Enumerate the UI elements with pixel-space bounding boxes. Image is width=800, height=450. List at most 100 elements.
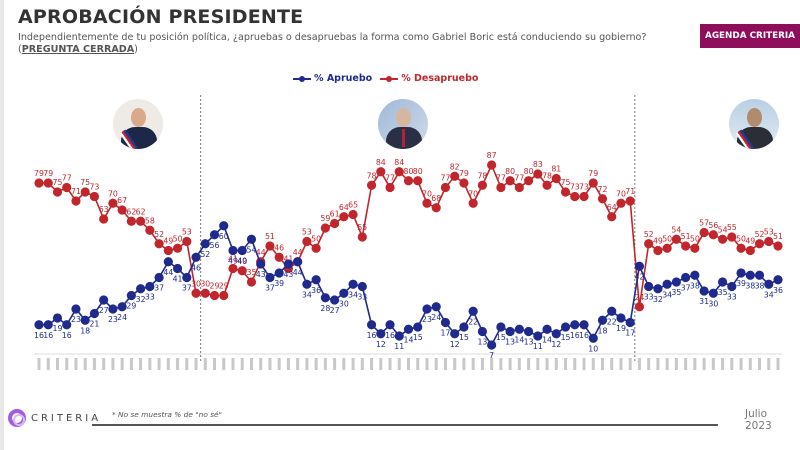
x-tick-label xyxy=(231,358,235,370)
approve-point xyxy=(80,315,90,325)
agenda-criteria-button[interactable]: AGENDA CRITERIA xyxy=(700,24,800,48)
x-tick-label xyxy=(508,358,512,370)
approve-data-label: 15 xyxy=(413,333,423,342)
approve-point xyxy=(209,230,220,240)
approve-point xyxy=(542,324,552,334)
x-tick-label xyxy=(674,358,678,370)
approve-point xyxy=(570,320,580,330)
disapprove-data-label: 29 xyxy=(219,282,229,291)
disapprove-point xyxy=(403,176,414,186)
approve-data-label: 16 xyxy=(62,331,72,340)
approve-data-label: 17 xyxy=(440,329,450,338)
disapprove-point xyxy=(644,239,654,249)
disapprove-data-label: 78 xyxy=(367,171,377,180)
approve-point xyxy=(607,306,617,316)
disapprove-point xyxy=(237,266,247,276)
x-tick-label xyxy=(305,358,309,370)
approve-point xyxy=(62,320,72,330)
disapprove-point xyxy=(717,234,728,244)
disapprove-data-label: 54 xyxy=(718,225,728,234)
approve-data-label: 44 xyxy=(293,268,303,277)
x-tick-label xyxy=(129,358,133,370)
disapprove-point xyxy=(671,234,681,244)
x-tick-label xyxy=(748,358,752,370)
x-tick-label xyxy=(351,358,355,370)
disapprove-point xyxy=(745,245,755,256)
approve-data-label: 33 xyxy=(145,293,155,302)
approve-point xyxy=(616,313,626,323)
approve-data-label: 60 xyxy=(219,232,229,241)
disapprove-data-label: 73 xyxy=(89,183,99,192)
approve-point xyxy=(136,284,146,294)
disapprove-data-label: 78 xyxy=(542,171,552,180)
disapprove-data-label: 50 xyxy=(736,234,746,243)
disapprove-data-label: 70 xyxy=(108,189,118,198)
disapprove-data-label: 50 xyxy=(690,234,700,243)
approve-data-label: 34 xyxy=(348,290,358,299)
disapprove-data-label: 81 xyxy=(551,165,561,174)
disapprove-point xyxy=(754,239,765,249)
x-tick-label xyxy=(148,358,152,370)
x-tick-label xyxy=(480,358,484,370)
approve-point xyxy=(560,322,571,332)
approve-point xyxy=(450,329,460,339)
president-boric-portrait xyxy=(729,99,779,149)
approve-data-label: 29 xyxy=(126,302,136,311)
x-tick-label xyxy=(194,358,198,370)
approve-point xyxy=(625,317,635,328)
approve-data-label: 38 xyxy=(690,281,700,290)
disapprove-data-label: 79 xyxy=(34,169,44,178)
disapprove-data-label: 52 xyxy=(755,230,765,239)
approve-data-label: 56 xyxy=(210,241,220,250)
approve-data-label: 35 xyxy=(718,288,728,297)
disapprove-point xyxy=(514,182,524,193)
disapprove-data-label: 52 xyxy=(154,230,164,239)
x-tick-label xyxy=(776,358,780,370)
disapprove-point xyxy=(228,263,238,274)
disapprove-data-label: 55 xyxy=(357,223,367,232)
x-tick-label xyxy=(379,358,383,370)
disapprove-point xyxy=(330,218,340,229)
disapprove-point xyxy=(662,243,672,253)
approve-data-label: 11 xyxy=(533,342,543,351)
approve-data-label: 37 xyxy=(154,284,164,293)
approve-point xyxy=(274,268,284,278)
disapprove-point xyxy=(154,239,164,249)
approve-point xyxy=(182,272,192,283)
question-type-link[interactable]: PREGUNTA CERRADA xyxy=(21,44,135,55)
disapprove-point xyxy=(62,182,72,193)
approve-data-label: 16 xyxy=(34,331,44,340)
disapprove-data-label: 50 xyxy=(311,234,321,243)
disapprove-data-label: 73 xyxy=(570,183,580,192)
approve-data-label: 38 xyxy=(745,281,755,290)
approve-data-label: 16 xyxy=(367,331,377,340)
approve-point xyxy=(505,326,515,337)
disapprove-point xyxy=(653,245,663,256)
x-tick-label xyxy=(277,358,281,370)
disapprove-data-label: 77 xyxy=(496,174,506,183)
disapprove-data-label: 61 xyxy=(330,210,340,219)
x-tick-label xyxy=(92,358,96,370)
report-year: 2023 xyxy=(745,420,772,432)
approve-point xyxy=(219,221,229,231)
x-tick-label xyxy=(296,358,300,370)
disapprove-data-label: 53 xyxy=(302,228,312,237)
approve-data-label: 37 xyxy=(265,284,275,293)
approve-point xyxy=(699,286,709,296)
x-tick-label xyxy=(554,358,558,370)
report-month: Julio xyxy=(745,408,768,420)
disapprove-data-label: 80 xyxy=(404,167,414,176)
approve-data-label: 39 xyxy=(736,279,746,288)
approve-data-label: 34 xyxy=(662,290,672,299)
x-tick-label xyxy=(462,358,466,370)
x-tick-label xyxy=(388,358,392,370)
disapprove-point xyxy=(450,171,460,181)
approve-point xyxy=(34,320,44,330)
approve-data-label: 34 xyxy=(764,290,774,299)
approve-data-label: 41 xyxy=(173,275,183,284)
disapprove-point xyxy=(145,225,155,235)
x-tick-label xyxy=(342,358,346,370)
approve-data-label: 28 xyxy=(320,304,330,313)
disapprove-data-label: 70 xyxy=(468,189,478,198)
approve-point xyxy=(339,288,349,298)
